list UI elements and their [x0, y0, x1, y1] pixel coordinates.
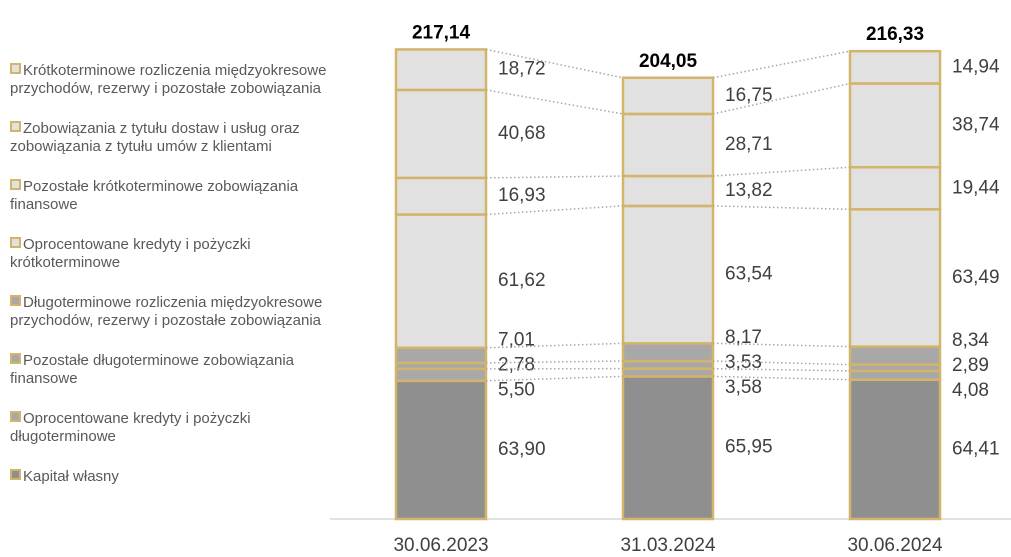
- legend-label: Długoterminowe rozliczenia międzyokresow…: [10, 294, 323, 329]
- legend-label: Kapitał własny: [23, 468, 119, 485]
- connector: [712, 375, 851, 381]
- value-label: 40,68: [498, 123, 546, 144]
- connector: [712, 360, 851, 366]
- connector: [712, 82, 851, 115]
- bar-segment: [848, 378, 942, 521]
- connector: [485, 89, 624, 115]
- bar-segment: [394, 176, 488, 216]
- value-label: 63,90: [498, 439, 546, 460]
- total-label: 204,05: [639, 51, 698, 72]
- legend-entry: Krótkoterminowe rozliczenia międzyokreso…: [10, 62, 360, 98]
- total-label: 216,33: [866, 24, 924, 45]
- x-tick-label: 30.06.2023: [393, 535, 488, 556]
- value-label: 14,94: [952, 56, 1000, 77]
- bar-segment: [848, 49, 942, 85]
- x-tick-label: 31.03.2024: [620, 535, 716, 556]
- value-label: 16,75: [725, 85, 773, 106]
- bar-segment: [621, 76, 715, 116]
- legend-swatch: [10, 63, 21, 74]
- value-label: 63,49: [952, 267, 1000, 288]
- value-label: 8,34: [952, 330, 989, 351]
- connector: [712, 166, 851, 177]
- legend-entry: Kapitał własny: [10, 468, 360, 486]
- legend-swatch: [10, 353, 21, 364]
- value-label: 8,17: [725, 327, 762, 348]
- value-label: 3,53: [725, 352, 762, 373]
- value-label: 28,71: [725, 134, 773, 155]
- legend-swatch: [10, 411, 21, 422]
- bar-segment: [621, 204, 715, 345]
- x-tick-label: 30.06.2024: [847, 535, 943, 556]
- connector: [485, 360, 624, 364]
- value-label: 7,01: [498, 329, 535, 350]
- legend-entry: Pozostałe długoterminowe zobowiązania fi…: [10, 352, 360, 388]
- bar-segment: [621, 174, 715, 208]
- legend-label: Pozostałe długoterminowe zobowiązania fi…: [10, 352, 294, 387]
- bar-segment: [621, 112, 715, 178]
- value-label: 2,89: [952, 355, 989, 376]
- bar-segment: [848, 208, 942, 348]
- legend-entry: Pozostałe krótkoterminowe zobowiązania f…: [10, 178, 360, 214]
- connector: [712, 342, 851, 348]
- connector: [485, 48, 624, 79]
- value-label: 2,78: [498, 354, 535, 375]
- bar-segment: [394, 213, 488, 350]
- value-label: 63,54: [725, 264, 773, 285]
- bar-segment: [621, 342, 715, 363]
- legend-entry: Oprocentowane kredyty i pożyczki długote…: [10, 410, 360, 446]
- bar-segment: [394, 346, 488, 365]
- connector: [485, 375, 624, 382]
- value-label: 13,82: [725, 180, 773, 201]
- legend-label: Krótkoterminowe rozliczenia międzyokreso…: [10, 62, 327, 97]
- value-label: 18,72: [498, 59, 546, 80]
- legend-entry: Zobowiązania z tytułu dostaw i usług ora…: [10, 120, 360, 156]
- value-label: 16,93: [498, 185, 546, 206]
- connector: [712, 367, 851, 372]
- bar-segment: [848, 345, 942, 366]
- legend-label: Zobowiązania z tytułu dostaw i usług ora…: [10, 120, 300, 155]
- legend-swatch: [10, 121, 21, 132]
- connector: [712, 50, 851, 79]
- connector: [485, 342, 624, 349]
- value-label: 4,08: [952, 380, 989, 401]
- value-label: 3,58: [725, 377, 762, 398]
- bar-segment: [394, 48, 488, 92]
- legend-label: Pozostałe krótkoterminowe zobowiązania f…: [10, 178, 299, 213]
- connector: [712, 205, 851, 211]
- legend-swatch: [10, 469, 21, 480]
- bar-segment: [848, 82, 942, 169]
- value-label: 38,74: [952, 114, 1000, 135]
- legend-label: Oprocentowane kredyty i pożyczki krótkot…: [10, 236, 251, 271]
- value-label: 61,62: [498, 270, 546, 291]
- value-label: 65,95: [725, 437, 773, 458]
- legend-swatch: [10, 237, 21, 248]
- value-label: 19,44: [952, 177, 1000, 198]
- legend-swatch: [10, 295, 21, 306]
- bar-segment: [848, 166, 942, 211]
- value-label: 5,50: [498, 379, 535, 400]
- bar-segment: [394, 88, 488, 180]
- total-label: 217,14: [412, 22, 471, 43]
- value-label: 64,41: [952, 438, 1000, 459]
- bar-segment: [848, 369, 942, 381]
- bar-segment: [621, 375, 715, 521]
- bar-segment: [394, 379, 488, 521]
- legend-label: Oprocentowane kredyty i pożyczki długote…: [10, 410, 251, 445]
- connector: [485, 175, 624, 179]
- legend-swatch: [10, 179, 21, 190]
- legend-entry: Oprocentowane kredyty i pożyczki krótkot…: [10, 236, 360, 272]
- legend-entry: Długoterminowe rozliczenia międzyokresow…: [10, 294, 360, 330]
- connector: [485, 205, 624, 216]
- bar-segment: [394, 367, 488, 383]
